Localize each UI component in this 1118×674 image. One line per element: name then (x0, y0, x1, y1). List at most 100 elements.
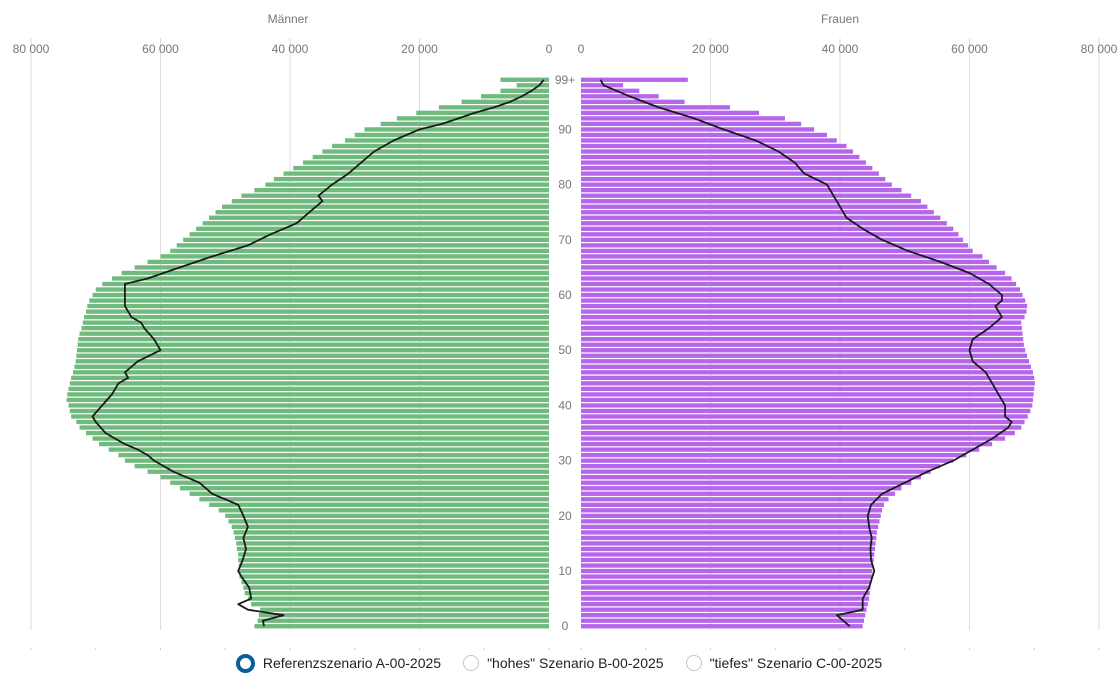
bar-female-age-97 (581, 88, 640, 93)
scenario-option-a[interactable]: Referenzszenario A-00-2025 (235, 653, 441, 673)
population-pyramid-chart: 0 0 20 000 20 000 40 000 40 000 60 000 60 000 80… (13, 12, 1118, 650)
bar-female-age-94 (581, 105, 730, 110)
bar-male-age-49 (76, 353, 549, 358)
bar-male-age-91 (380, 121, 549, 127)
bar-male-age-95 (461, 99, 549, 104)
bar-female-age-31 (581, 452, 967, 458)
age-tick-label: 0 (562, 619, 569, 633)
bar-female-age-12 (581, 557, 874, 563)
bar-male-age-11 (238, 563, 549, 568)
bar-male-age-60 (92, 292, 549, 298)
bar-female-age-44 (581, 381, 1035, 386)
bar-female-age-60 (581, 292, 1023, 298)
bar-male-age-30 (124, 458, 549, 463)
bar-female-age-49 (581, 353, 1028, 358)
bar-female-age-30 (581, 458, 954, 463)
bar-male-age-0 (254, 624, 549, 629)
bar-female-age-52 (581, 337, 1024, 342)
bar-female-age-42 (581, 392, 1034, 397)
age-tick-label: 40 (558, 398, 572, 412)
bar-male-age-83 (293, 165, 549, 171)
bar-female-age-1 (581, 618, 864, 623)
bar-female-age-73 (581, 221, 947, 226)
bar-female-age-11 (581, 563, 874, 568)
bar-female-age-75 (581, 210, 934, 215)
female-panel-title: Frauen (821, 12, 859, 26)
bar-male-age-17 (233, 530, 550, 535)
bar-male-age-9 (239, 574, 549, 579)
male-panel-title: Männer (268, 12, 309, 26)
bar-female-age-5 (581, 596, 870, 601)
bar-male-age-29 (134, 464, 549, 469)
bar-female-age-53 (581, 331, 1023, 336)
bar-female-age-43 (581, 386, 1035, 392)
bar-female-age-27 (581, 475, 921, 480)
bar-female-age-15 (581, 541, 876, 546)
bar-female-age-47 (581, 364, 1032, 369)
x-tick-label-left: 40 000 (272, 42, 309, 56)
bar-male-age-43 (68, 386, 550, 392)
bar-female-age-46 (581, 370, 1033, 375)
bar-male-age-36 (79, 425, 549, 430)
age-tick-label: 70 (558, 233, 572, 247)
bar-female-age-69 (581, 243, 969, 248)
bar-male-age-50 (76, 348, 549, 353)
bar-female-age-26 (581, 480, 912, 485)
bar-female-age-39 (581, 408, 1031, 414)
bar-male-age-24 (189, 491, 549, 496)
scenario-legend: Referenzszenario A-00-2025 "hohes" Szena… (0, 652, 1118, 674)
bar-male-age-92 (396, 116, 549, 121)
bar-male-age-56 (84, 314, 549, 320)
bar-female-age-57 (581, 309, 1027, 314)
bar-male-age-84 (302, 160, 549, 165)
bar-female-age-36 (581, 425, 1022, 430)
bar-female-age-16 (581, 535, 877, 541)
bar-male-age-39 (69, 408, 549, 414)
bar-male-age-12 (238, 557, 549, 563)
bar-male-age-97 (500, 88, 549, 93)
bar-male-age-23 (199, 497, 549, 502)
scenario-option-c[interactable]: "tiefes" Szenario C-00-2025 (685, 655, 882, 671)
bar-female-age-98 (581, 83, 624, 88)
bar-male-age-61 (95, 287, 549, 292)
age-tick-label: 90 (558, 122, 572, 136)
bar-male-age-99 (500, 77, 549, 82)
bar-male-age-26 (170, 480, 549, 485)
bar-female-age-23 (581, 497, 889, 502)
bar-male-age-16 (234, 535, 549, 541)
bar-male-age-10 (239, 568, 549, 574)
bar-female-age-50 (581, 348, 1026, 353)
bar-female-age-68 (581, 248, 973, 254)
bar-male-age-66 (147, 259, 550, 265)
bar-male-age-15 (236, 541, 549, 546)
bar-female-age-33 (581, 441, 993, 447)
bar-female-age-90 (581, 127, 815, 132)
bar-female-age-95 (581, 99, 685, 104)
bar-male-age-80 (265, 182, 549, 187)
radio-icon[interactable] (463, 655, 480, 671)
bar-male-age-21 (218, 508, 549, 513)
bar-male-age-3 (260, 607, 549, 612)
radio-icon[interactable] (235, 653, 255, 673)
bar-male-age-34 (92, 436, 549, 441)
bar-female-age-37 (581, 419, 1025, 425)
bar-female-age-41 (581, 397, 1033, 403)
bar-male-age-2 (258, 613, 549, 618)
bar-male-age-6 (244, 590, 550, 596)
bar-female-age-67 (581, 254, 983, 259)
bar-female-age-59 (581, 298, 1026, 303)
radio-icon[interactable] (685, 655, 702, 671)
bar-female-age-77 (581, 199, 921, 204)
bar-male-age-74 (209, 215, 549, 220)
bar-male-age-82 (283, 171, 549, 176)
x-tick-label-left: 60 000 (142, 42, 179, 56)
bar-female-age-72 (581, 226, 954, 231)
bar-male-age-62 (102, 281, 549, 287)
bar-male-age-4 (251, 602, 549, 607)
x-tick-label-right: 80 000 (1081, 42, 1118, 56)
scenario-option-b[interactable]: "hohes" Szenario B-00-2025 (463, 655, 664, 671)
bar-female-age-21 (581, 508, 883, 513)
x-tick-label-left: 0 (546, 42, 553, 56)
male-bars (66, 77, 550, 629)
bar-female-age-35 (581, 430, 1015, 436)
